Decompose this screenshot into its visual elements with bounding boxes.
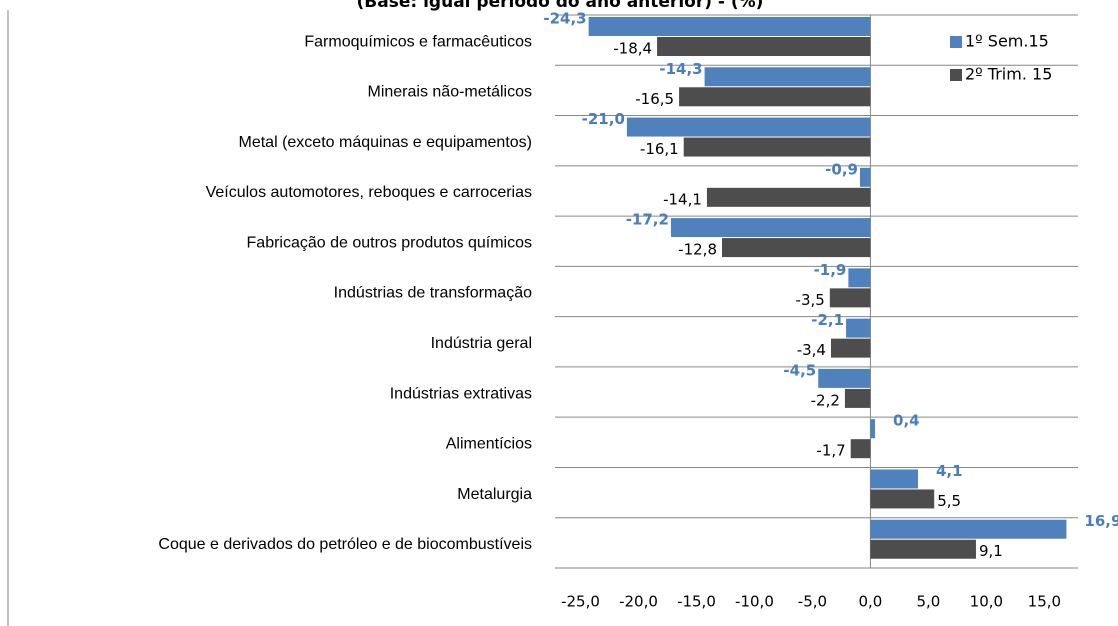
data-label: -14,3 <box>659 60 702 78</box>
y-tick-label: Metalurgia <box>457 486 532 503</box>
y-tick-label: Minerais não-metálicos <box>367 84 532 101</box>
y-tick-label: Indústrias de transformação <box>334 285 532 302</box>
bar <box>846 318 871 338</box>
bar <box>870 419 876 439</box>
data-label: 4,1 <box>936 462 963 480</box>
x-tick-label: -5,0 <box>798 593 827 611</box>
legend-swatch <box>950 36 962 48</box>
data-label: -2,2 <box>811 391 840 409</box>
y-tick-label: Alimentícios <box>446 436 532 453</box>
bar <box>848 268 871 288</box>
bar <box>859 167 871 187</box>
bar <box>870 469 918 489</box>
x-tick-label: -20,0 <box>619 593 658 611</box>
data-label: 16,9 <box>1084 512 1118 530</box>
y-tick-label: Indústrias extrativas <box>390 385 532 402</box>
x-tick-label: -25,0 <box>561 593 600 611</box>
bar <box>657 37 871 56</box>
data-label: 9,1 <box>979 542 1003 560</box>
legend-swatch <box>950 69 962 81</box>
x-tick-label: 0,0 <box>858 593 882 611</box>
bar <box>626 117 871 137</box>
data-label: -16,1 <box>640 140 679 158</box>
bar <box>679 87 871 107</box>
x-tick-label: 10,0 <box>970 593 1003 611</box>
x-tick-label: -15,0 <box>677 593 716 611</box>
data-label: -1,7 <box>816 442 845 460</box>
data-label: -14,1 <box>663 190 702 208</box>
legend-label: 2º Trim. 15 <box>965 65 1052 84</box>
bar <box>830 338 871 358</box>
chart-title: (Base: igual período do ano anterior) - … <box>357 0 764 12</box>
bar <box>870 539 976 559</box>
x-tick-label: 15,0 <box>1028 593 1061 611</box>
data-label: -3,4 <box>797 341 826 359</box>
y-tick-label: Fabricação de outros produtos químicos <box>247 234 532 251</box>
bar <box>818 368 871 388</box>
data-label: -0,9 <box>825 160 858 178</box>
bar <box>844 388 871 408</box>
bar <box>588 17 871 36</box>
data-label: -1,9 <box>814 261 847 279</box>
y-tick-label: Metal (exceto máquinas e equipamentos) <box>239 134 533 151</box>
bar <box>829 288 871 308</box>
bar <box>850 439 871 459</box>
data-label: -4,5 <box>783 361 816 379</box>
bar <box>683 137 871 157</box>
y-tick-label: Farmoquímicos e farmacêuticos <box>304 33 532 50</box>
bar <box>704 67 871 87</box>
data-label: -21,0 <box>582 110 625 128</box>
bar <box>721 238 871 258</box>
data-label: -3,5 <box>796 291 825 309</box>
bar <box>670 218 871 238</box>
data-label: -12,8 <box>678 241 717 259</box>
data-label: -2,1 <box>811 311 844 329</box>
data-label: 5,5 <box>937 492 961 510</box>
y-tick-label: Indústria geral <box>431 335 532 352</box>
data-label: -17,2 <box>626 211 669 229</box>
data-label: -16,5 <box>635 90 674 108</box>
x-tick-label: -10,0 <box>735 593 774 611</box>
data-label: 0,4 <box>893 412 920 430</box>
y-tick-label: Coque e derivados do petróleo e de bioco… <box>158 536 532 553</box>
x-tick-label: 5,0 <box>916 593 940 611</box>
y-tick-label: Veículos automotores, reboques e carroce… <box>206 184 532 201</box>
bar <box>706 187 871 207</box>
data-label: -18,4 <box>613 40 652 58</box>
legend-label: 1º Sem.15 <box>965 32 1049 51</box>
bar <box>870 519 1067 539</box>
bar <box>870 489 935 509</box>
data-label: -24,3 <box>543 10 586 28</box>
